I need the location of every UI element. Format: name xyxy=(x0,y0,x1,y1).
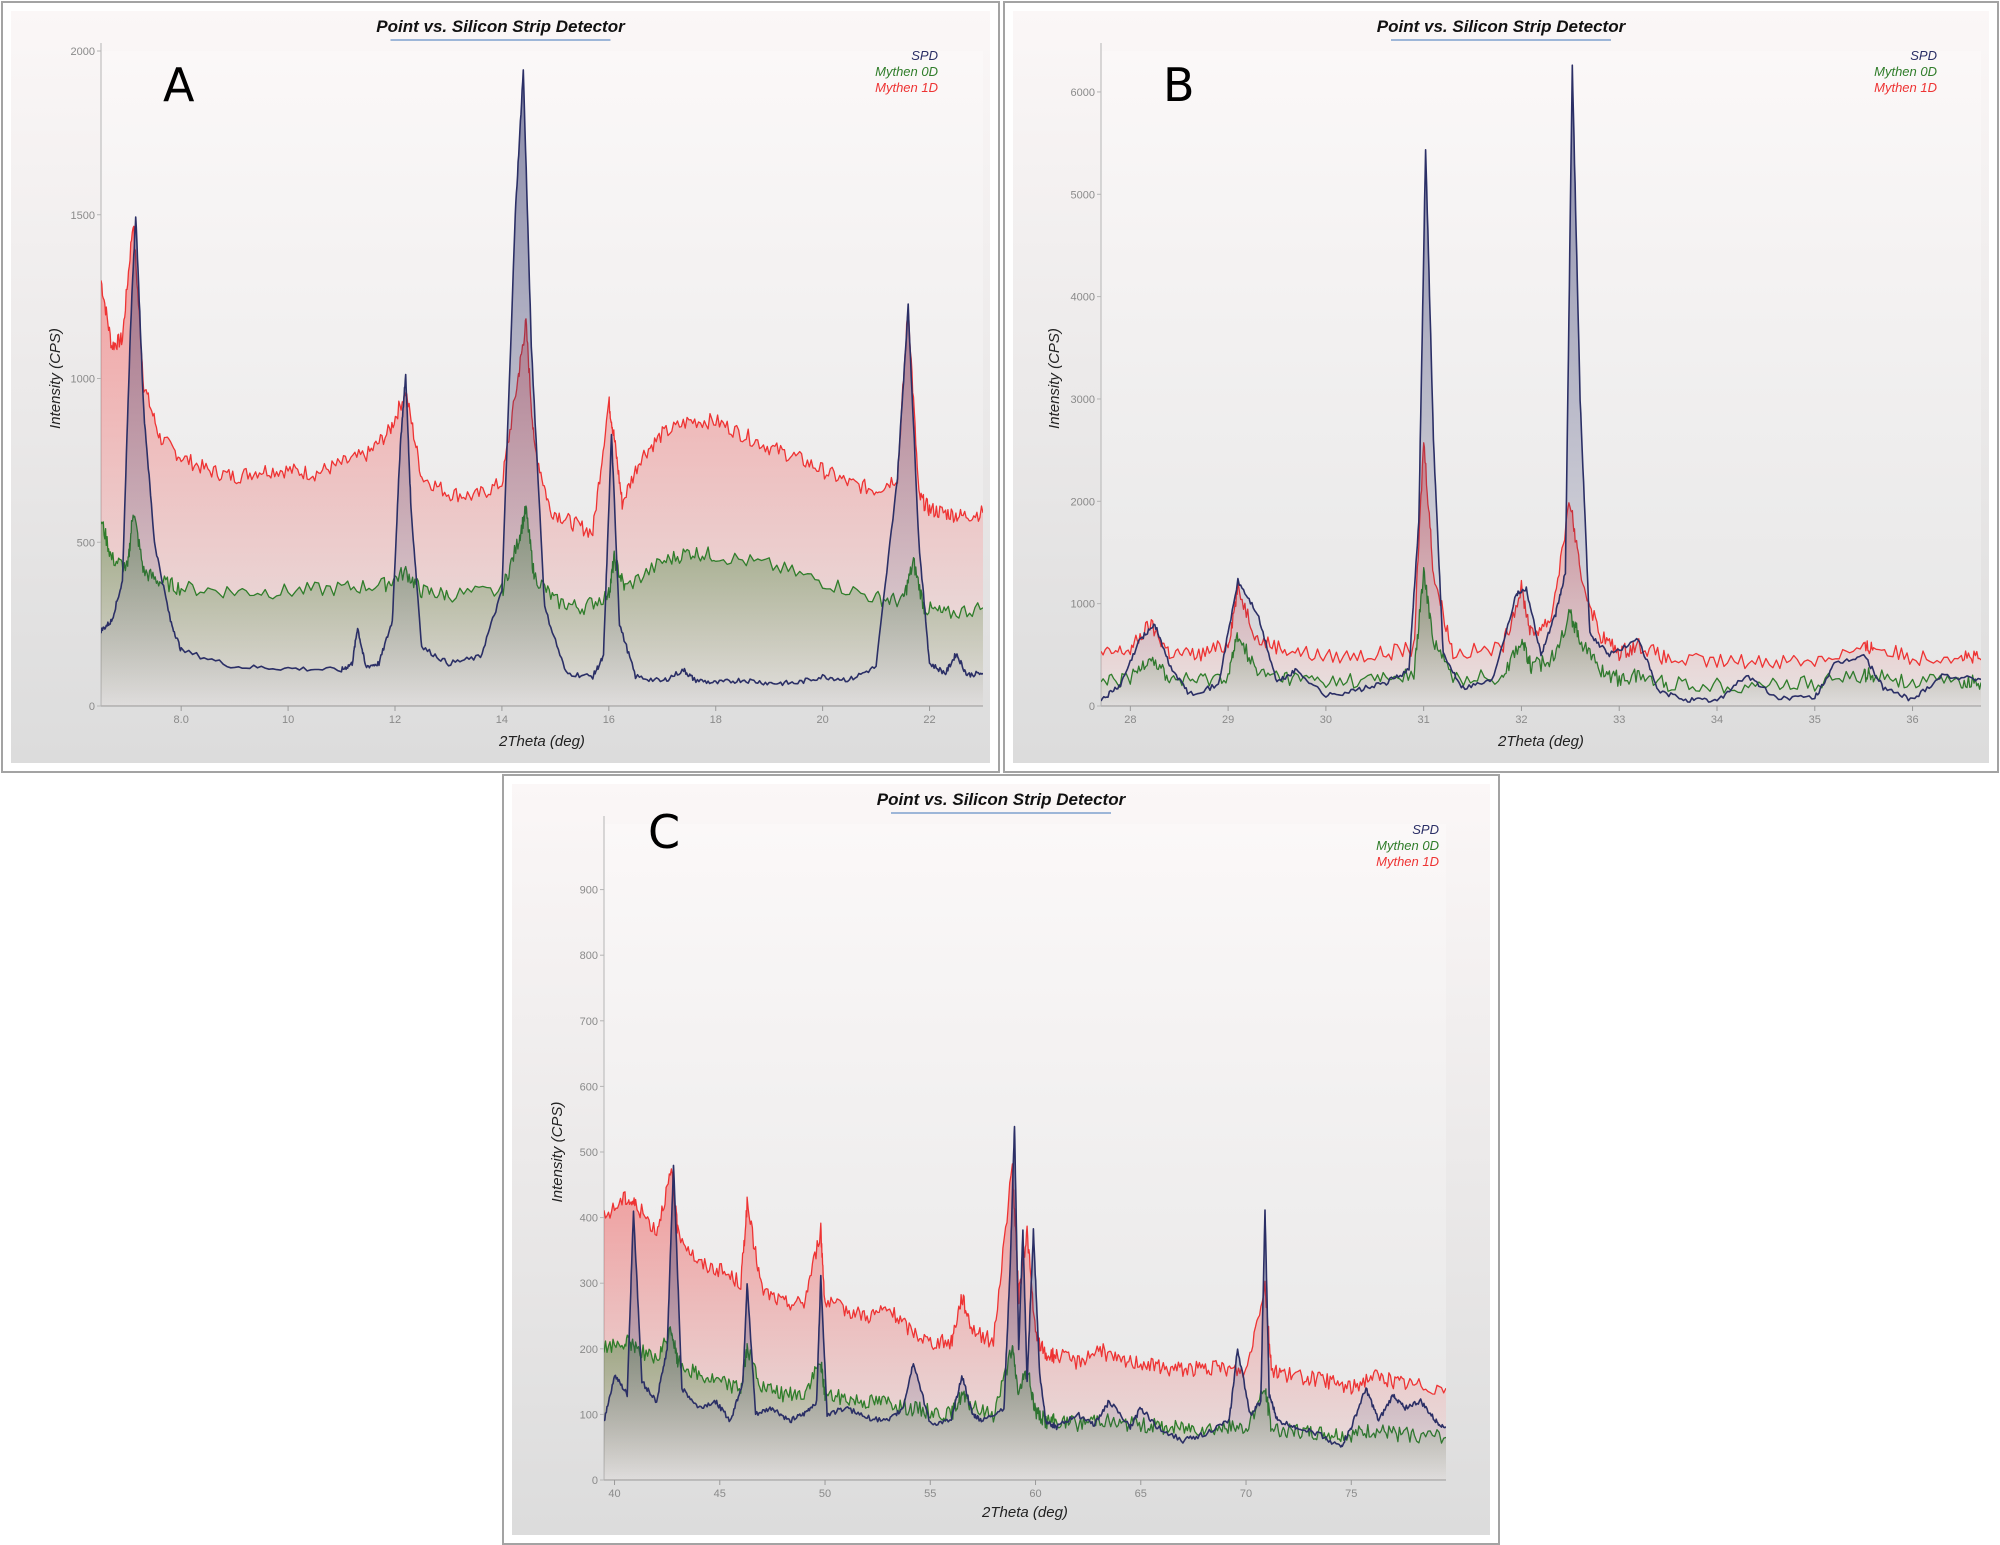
legend-item: Mythen 0D xyxy=(875,64,938,79)
x-tick-label: 70 xyxy=(1240,1488,1252,1500)
legend-item: Mythen 1D xyxy=(1874,80,1937,95)
x-tick-label: 30 xyxy=(1320,714,1332,726)
y-tick-label: 0 xyxy=(1089,701,1095,713)
y-tick-label: 600 xyxy=(580,1081,598,1093)
series-line-spd xyxy=(101,69,983,687)
y-tick-label: 300 xyxy=(580,1278,598,1290)
x-tick-label: 75 xyxy=(1345,1488,1357,1500)
legend-item: SPD xyxy=(911,48,938,63)
x-tick-label: 50 xyxy=(819,1488,831,1500)
chart-title: Point vs. Silicon Strip Detector xyxy=(376,17,626,36)
series-line-spd xyxy=(1101,64,1981,703)
legend-item: Mythen 1D xyxy=(1376,854,1439,869)
chart-b-svg: Point vs. Silicon Strip Detector 28 29 30 31… xyxy=(1013,11,1989,763)
legend-item: Mythen 1D xyxy=(875,80,938,95)
y-tick-label: 3000 xyxy=(1071,394,1095,406)
x-tick-label: 8.0 xyxy=(174,714,189,726)
y-tick-label: 500 xyxy=(77,537,95,549)
y-tick-label: 100 xyxy=(580,1409,598,1421)
x-tick-label: 33 xyxy=(1613,714,1625,726)
x-tick-label: 20 xyxy=(817,714,829,726)
y-tick-label: 200 xyxy=(580,1344,598,1356)
legend-item: Mythen 0D xyxy=(1874,64,1937,79)
y-tick-label: 400 xyxy=(580,1213,598,1225)
series-line-mythen-1d xyxy=(604,1163,1446,1395)
y-tick-label: 500 xyxy=(580,1147,598,1159)
x-tick-label: 10 xyxy=(282,714,294,726)
x-axis-label: 2Theta (deg) xyxy=(1497,733,1584,750)
y-tick-label: 1500 xyxy=(71,210,95,222)
panel-letter: B xyxy=(1163,58,1195,112)
series-line-mythen-1d xyxy=(101,225,983,538)
x-tick-label: 14 xyxy=(496,714,508,726)
chart-a-svg: Point vs. Silicon Strip Detector 8.0 10 12 1… xyxy=(11,11,990,763)
chart-title: Point vs. Silicon Strip Detector xyxy=(1377,17,1627,36)
series-line-spd xyxy=(604,1125,1446,1448)
x-tick-label: 55 xyxy=(924,1488,936,1500)
x-tick-label: 28 xyxy=(1124,714,1136,726)
x-axis-label: 2Theta (deg) xyxy=(981,1504,1068,1521)
panel-letter: C xyxy=(648,805,680,859)
x-tick-label: 12 xyxy=(389,714,401,726)
x-tick-label: 60 xyxy=(1029,1488,1041,1500)
x-tick-label: 18 xyxy=(710,714,722,726)
x-tick-label: 36 xyxy=(1906,714,1918,726)
y-tick-label: 800 xyxy=(580,950,598,962)
y-tick-label: 0 xyxy=(592,1475,598,1487)
legend-item: Mythen 0D xyxy=(1376,838,1439,853)
y-tick-label: 900 xyxy=(580,885,598,897)
y-tick-label: 1000 xyxy=(71,374,95,386)
chart-c-svg: Point vs. Silicon Strip Detector 40 45 50 55… xyxy=(512,784,1490,1535)
x-axis-label: 2Theta (deg) xyxy=(498,733,585,750)
y-axis-label: Intensity (CPS) xyxy=(549,1102,566,1203)
chart-panel-c: Point vs. Silicon Strip Detector 40 45 50 55… xyxy=(502,774,1500,1545)
y-axis-label: Intensity (CPS) xyxy=(47,328,64,429)
y-tick-label: 2000 xyxy=(1071,496,1095,508)
chart-panel-b: Point vs. Silicon Strip Detector 28 29 30 31… xyxy=(1003,1,1999,773)
x-tick-label: 31 xyxy=(1418,714,1430,726)
panel-letter: A xyxy=(163,58,195,112)
y-tick-label: 5000 xyxy=(1071,189,1095,201)
x-tick-label: 40 xyxy=(608,1488,620,1500)
y-tick-label: 2000 xyxy=(71,46,95,58)
chart-title: Point vs. Silicon Strip Detector xyxy=(877,790,1127,809)
y-axis-label: Intensity (CPS) xyxy=(1046,328,1063,429)
y-tick-label: 1000 xyxy=(1071,599,1095,611)
series-area-spd xyxy=(101,69,983,706)
x-tick-label: 45 xyxy=(714,1488,726,1500)
y-tick-label: 0 xyxy=(89,701,95,713)
x-tick-label: 32 xyxy=(1515,714,1527,726)
x-tick-label: 22 xyxy=(923,714,935,726)
y-tick-label: 4000 xyxy=(1071,292,1095,304)
x-tick-label: 16 xyxy=(603,714,615,726)
series-area-spd xyxy=(604,1126,1446,1480)
legend-item: SPD xyxy=(1412,822,1439,837)
x-tick-label: 29 xyxy=(1222,714,1234,726)
legend-item: SPD xyxy=(1910,48,1937,63)
x-tick-label: 34 xyxy=(1711,714,1723,726)
y-tick-label: 700 xyxy=(580,1016,598,1028)
x-tick-label: 35 xyxy=(1809,714,1821,726)
chart-panel-a: Point vs. Silicon Strip Detector 8.0 10 12 1… xyxy=(1,1,1000,773)
x-tick-label: 65 xyxy=(1135,1488,1147,1500)
y-tick-label: 6000 xyxy=(1071,87,1095,99)
